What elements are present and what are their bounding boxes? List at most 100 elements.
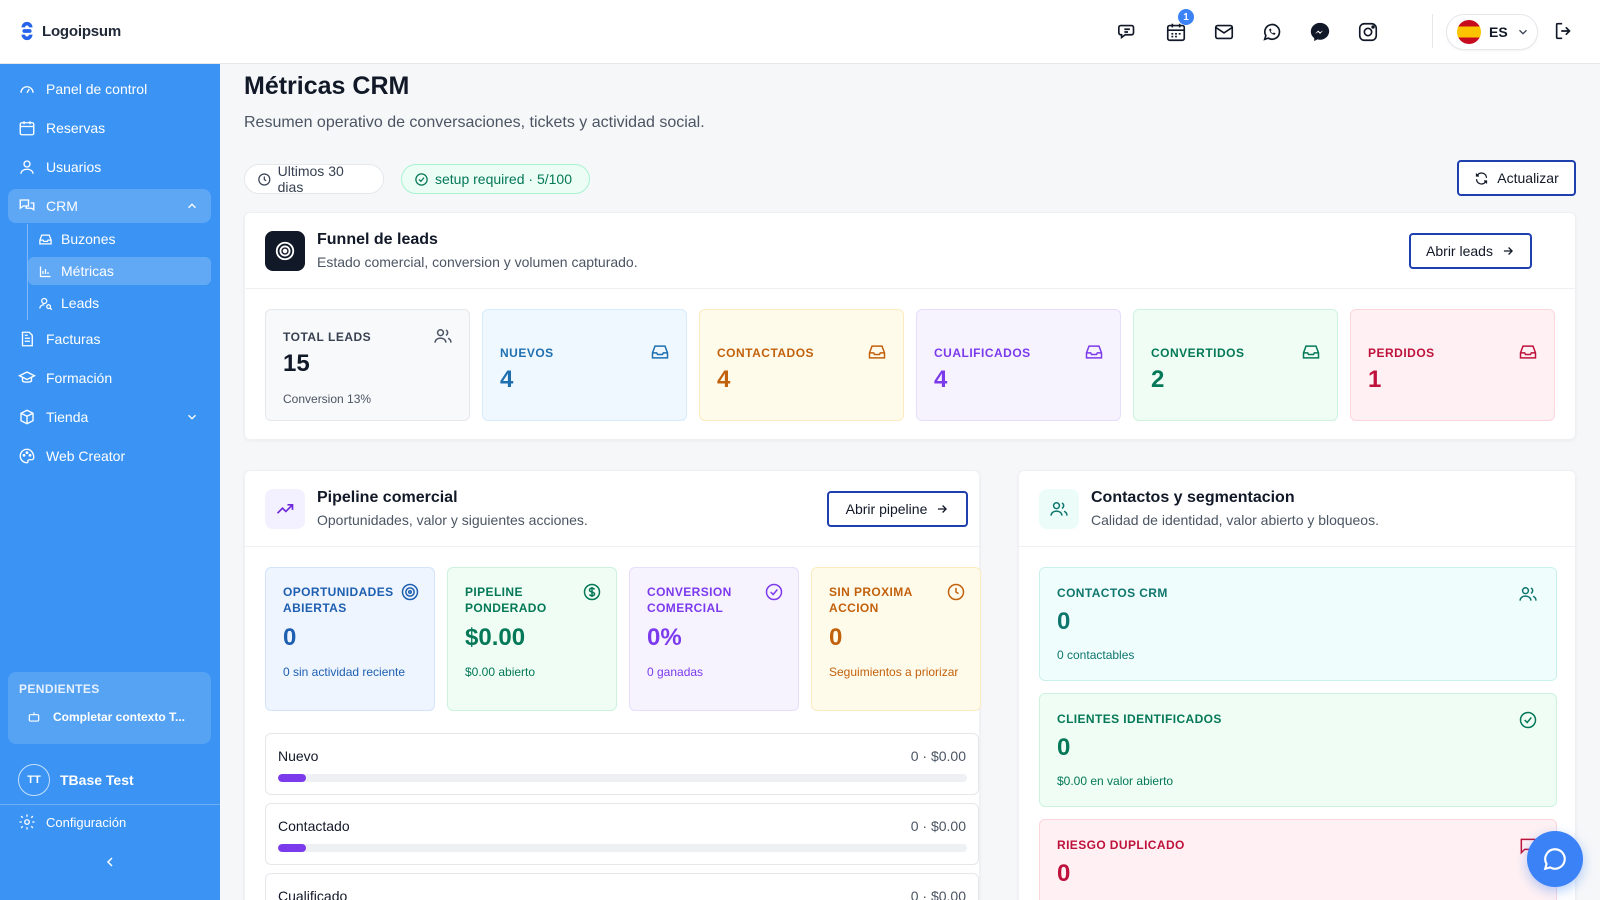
sidebar-item-configuracion[interactable]: Configuración [18,807,126,837]
stat-conversion-comercial: CONVERSION COMERCIAL 0% 0 ganadas [629,567,799,711]
open-pipeline-button[interactable]: Abrir pipeline [827,491,968,527]
users-icon [1519,587,1537,601]
inbox-icon [651,345,669,359]
stat-label: NUEVOS [500,346,554,360]
stat-riesgo-duplicado: RIESGO DUPLICADO 0 [1039,819,1557,900]
stat-label: PERDIDOS [1368,346,1435,360]
stat-value: 4 [934,366,948,393]
stage-value: 0 · $0.00 [910,888,966,900]
sidebar-item-label: Usuarios [46,159,102,175]
robot-icon [28,712,40,722]
calendar-icon [19,121,35,136]
sidebar-subitem-buzones[interactable]: Buzones [28,225,211,253]
user-name: TBase Test [60,772,134,788]
check-circle-icon [765,583,783,601]
chevron-down-icon [1518,29,1527,35]
setup-status-label: setup required · 5/100 [435,171,572,187]
stat-label: SIN PROXIMA ACCION [829,585,913,615]
sidebar-subitem-label: Buzones [61,231,116,247]
sidebar-item-label: Reservas [46,120,106,136]
stage-row-contactado[interactable]: Contactado 0 · $0.00 [265,803,979,865]
inbox-icon [1519,345,1537,359]
sidebar-item-label: Panel de control [46,81,148,97]
stat-value: 0 [1057,860,1071,887]
stage-row-cualificado[interactable]: Cualificado 0 · $0.00 [265,873,979,900]
pipeline-title: Pipeline comercial [317,489,458,506]
users-icon [1039,489,1079,529]
chat-bubbles-icon [19,199,35,212]
whatsapp-icon[interactable] [1260,17,1284,47]
date-range-chip[interactable]: Ultimos 30 dias [244,163,384,195]
stat-value: 4 [500,366,514,393]
funnel-card: Funnel de leads Estado comercial, conver… [244,212,1576,440]
collapse-sidebar-icon[interactable] [102,854,118,870]
spain-flag-icon [1457,20,1481,44]
instagram-icon[interactable] [1356,17,1380,47]
clock-icon [947,583,965,601]
avatar: TT [18,764,50,796]
messenger-icon[interactable] [1308,17,1332,47]
stat-label: CONVERTIDOS [1151,346,1245,360]
stat-note: 0 contactables [1057,648,1135,662]
stat-note: Seguimientos a priorizar [829,665,959,679]
sidebar-item-web-creator[interactable]: Web Creator [8,439,211,473]
target-icon [401,583,419,601]
chat-widget-button[interactable] [1527,831,1583,887]
stage-value: 0 · $0.00 [910,748,966,764]
chevron-down-icon [188,414,196,420]
calendar-icon[interactable]: 1 [1164,9,1194,47]
gear-icon [19,814,35,830]
sidebar-item-formacion[interactable]: Formación [8,361,211,395]
sidebar-item-label: CRM [46,198,78,214]
document-icon [21,331,33,347]
sidebar-item-facturas[interactable]: Facturas [8,322,211,356]
user-icon [20,160,34,174]
stat-label: CONTACTADOS [717,346,815,360]
stat-value: 0 [1057,734,1071,761]
sidebar-item-crm[interactable]: CRM [8,189,211,223]
check-circle-icon [1519,711,1537,729]
sidebar-item-reservas[interactable]: Reservas [8,111,211,145]
stage-progress-fill [278,774,306,782]
stage-row-nuevo[interactable]: Nuevo 0 · $0.00 [265,733,979,795]
stat-value: 0% [647,624,682,651]
pipeline-card-header: Pipeline comercial Oportunidades, valor … [245,471,979,547]
chevron-up-icon [188,203,196,209]
refresh-label: Actualizar [1497,170,1559,186]
arrow-right-icon [1503,247,1513,255]
pending-task[interactable]: Completar contexto T... [27,710,185,724]
stat-value: 15 [283,350,310,377]
sidebar-subitem-label: Leads [61,295,100,311]
sidebar-item-panel-de-control[interactable]: Panel de control [8,72,211,106]
stat-value: 0 [283,624,297,651]
stat-value: 2 [1151,366,1165,393]
user-profile[interactable]: TT TBase Test [18,764,134,796]
pending-panel: PENDIENTES Completar contexto T... [8,672,211,744]
pending-title: PENDIENTES [19,682,100,696]
logo[interactable]: Logoipsum [16,20,121,42]
notification-badge: 1 [1178,9,1194,25]
logout-icon[interactable] [1553,20,1575,42]
contacts-title: Contactos y segmentacion [1091,489,1295,506]
sidebar-item-usuarios[interactable]: Usuarios [8,150,211,184]
mail-icon[interactable] [1212,17,1236,47]
refresh-icon [1476,171,1488,185]
stage-value: 0 · $0.00 [910,818,966,834]
chat-icon[interactable] [1116,17,1140,47]
sidebar-subitem-metricas[interactable]: Métricas [28,257,211,285]
funnel-card-header: Funnel de leads Estado comercial, conver… [245,213,1575,289]
inbox-icon [1302,345,1320,359]
sidebar-subitem-leads[interactable]: Leads [28,289,211,317]
sidebar-subitem-label: Métricas [61,263,114,279]
stat-clientes-identificados: CLIENTES IDENTIFICADOS 0 $0.00 en valor … [1039,693,1557,807]
setup-status-chip[interactable]: setup required · 5/100 [401,164,590,194]
pipeline-subtitle: Oportunidades, valor y siguientes accion… [317,512,588,528]
refresh-button[interactable]: Actualizar [1457,160,1576,196]
sidebar-item-label: Web Creator [46,448,126,464]
language-selector[interactable]: ES [1446,14,1538,50]
open-leads-button[interactable]: Abrir leads [1409,233,1532,269]
open-pipeline-label: Abrir pipeline [845,501,928,517]
stage-progress-fill [278,844,306,852]
sidebar-item-tienda[interactable]: Tienda [8,400,211,434]
stat-label: OPORTUNIDADES ABIERTAS [283,585,394,615]
